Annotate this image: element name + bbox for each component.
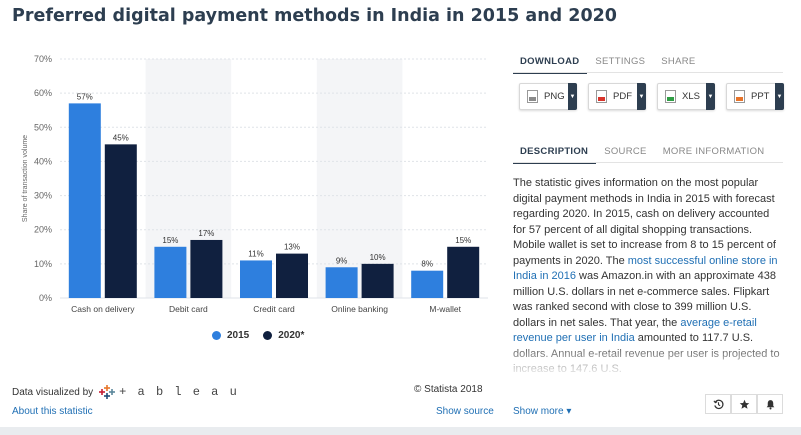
tab-description[interactable]: DESCRIPTION	[513, 146, 597, 164]
bell-icon[interactable]	[757, 394, 783, 414]
y-tick-label: 50%	[34, 122, 52, 132]
tableau-wordmark: + a b l e a u	[119, 385, 239, 399]
caret-down-icon[interactable]: ▼	[706, 83, 715, 110]
data-label: 57%	[77, 92, 93, 101]
category-band	[316, 59, 403, 298]
y-tick-label: 0%	[39, 293, 52, 303]
y-tick-label: 70%	[34, 54, 52, 64]
download-png-label: PNG	[544, 91, 565, 102]
tab-source[interactable]: SOURCE	[604, 146, 647, 157]
show-more-link[interactable]: Show more ▾	[513, 406, 572, 417]
pdf-file-icon	[596, 90, 607, 103]
data-label: 45%	[113, 133, 129, 142]
caret-down-icon[interactable]: ▼	[637, 83, 646, 110]
bar-chart: 0% 10% 20% 30% 40% 50% 60% 70% Share of transact…	[22, 54, 488, 314]
legend-dot-2015	[212, 331, 221, 340]
bar-2020-1	[190, 239, 223, 298]
info-tabs: DESCRIPTION SOURCE MORE INFORMATION	[513, 146, 772, 164]
bar-2015-1	[154, 246, 187, 298]
y-tick-label: 30%	[34, 191, 52, 201]
download-xls-label: XLS	[682, 91, 700, 102]
bar-2015-2	[240, 260, 272, 298]
y-tick-label: 20%	[34, 225, 52, 235]
x-tick-label: M-wallet	[429, 304, 461, 314]
top-online-store-link[interactable]: most successful online store in India in…	[513, 254, 778, 283]
legend-label-2020: 2020*	[278, 330, 305, 341]
data-label: 11%	[248, 249, 263, 258]
bar-2015-0	[68, 103, 101, 298]
tab-settings[interactable]: SETTINGS	[595, 56, 646, 67]
data-label: 9%	[336, 256, 348, 265]
description-fade	[513, 340, 785, 378]
legend-dot-2020	[263, 331, 273, 340]
description-part-2: was Amazon.in with an approximate 438 mi…	[513, 270, 776, 329]
page-title: Preferred digital payment methods in Ind…	[12, 6, 617, 26]
x-tick-label: Online banking	[331, 304, 388, 314]
data-visualized-by: Data visualized by + a b l e a u	[12, 384, 239, 400]
download-png-button[interactable]: PNG ▼	[519, 83, 577, 110]
bar-2015-3	[325, 267, 358, 298]
description-part-1: The statistic gives information on the m…	[513, 177, 776, 267]
tableau-mark-icon	[99, 385, 116, 399]
show-source-link[interactable]: Show source	[436, 406, 494, 417]
y-tick-label: 40%	[34, 156, 52, 166]
download-tabs: DOWNLOAD SETTINGS SHARE	[513, 56, 704, 74]
tabs-divider	[513, 162, 783, 163]
bar-2020-3	[361, 263, 394, 298]
star-icon[interactable]	[731, 394, 757, 414]
png-file-icon	[527, 90, 538, 103]
data-label: 15%	[455, 236, 471, 245]
ppt-file-icon	[734, 90, 745, 103]
bottom-strip	[0, 427, 801, 435]
data-label: 10%	[370, 253, 386, 262]
chart-legend[interactable]: 2015 2020*	[212, 330, 304, 341]
x-tick-label: Debit card	[169, 304, 208, 314]
tableau-logo[interactable]: + a b l e a u	[99, 384, 239, 400]
y-tick-label: 60%	[34, 88, 52, 98]
download-ppt-button[interactable]: PPT ▼	[726, 83, 784, 110]
bar-2020-2	[276, 253, 308, 298]
tab-share[interactable]: SHARE	[661, 56, 696, 67]
download-pdf-button[interactable]: PDF ▼	[588, 83, 646, 110]
download-xls-button[interactable]: XLS ▼	[657, 83, 715, 110]
data-label: 8%	[421, 260, 433, 269]
data-label: 15%	[162, 236, 178, 245]
legend-item-2015[interactable]: 2015	[212, 330, 249, 341]
tab-more-information[interactable]: MORE INFORMATION	[662, 146, 765, 157]
action-icons	[705, 394, 783, 414]
legend-label-2015: 2015	[227, 330, 250, 341]
x-tick-label: Cash on delivery	[71, 304, 135, 314]
history-icon[interactable]	[705, 394, 731, 414]
legend-item-2020[interactable]: 2020*	[263, 330, 304, 341]
download-ppt-label: PPT	[751, 91, 770, 102]
caret-down-icon[interactable]: ▼	[775, 83, 784, 110]
download-buttons: PNG ▼ PDF ▼ XLS ▼ PPT ▼	[519, 83, 784, 110]
download-pdf-label: PDF	[613, 91, 632, 102]
bar-2020-0	[104, 144, 137, 298]
tab-download[interactable]: DOWNLOAD	[513, 56, 588, 74]
data-label: 13%	[284, 243, 300, 252]
bar-2020-4	[447, 246, 480, 298]
visualized-by-label: Data visualized by	[12, 386, 94, 398]
tabs-divider	[513, 72, 783, 73]
y-axis-label: Share of transaction volume	[22, 135, 29, 222]
about-statistic-link[interactable]: About this statistic	[12, 406, 93, 417]
x-tick-label: Credit card	[253, 304, 295, 314]
caret-down-icon[interactable]: ▼	[568, 83, 577, 110]
data-label: 17%	[198, 229, 214, 238]
copyright: © Statista 2018	[414, 384, 483, 395]
y-tick-label: 10%	[34, 259, 52, 269]
bar-2015-4	[411, 270, 444, 298]
xls-file-icon	[665, 90, 676, 103]
